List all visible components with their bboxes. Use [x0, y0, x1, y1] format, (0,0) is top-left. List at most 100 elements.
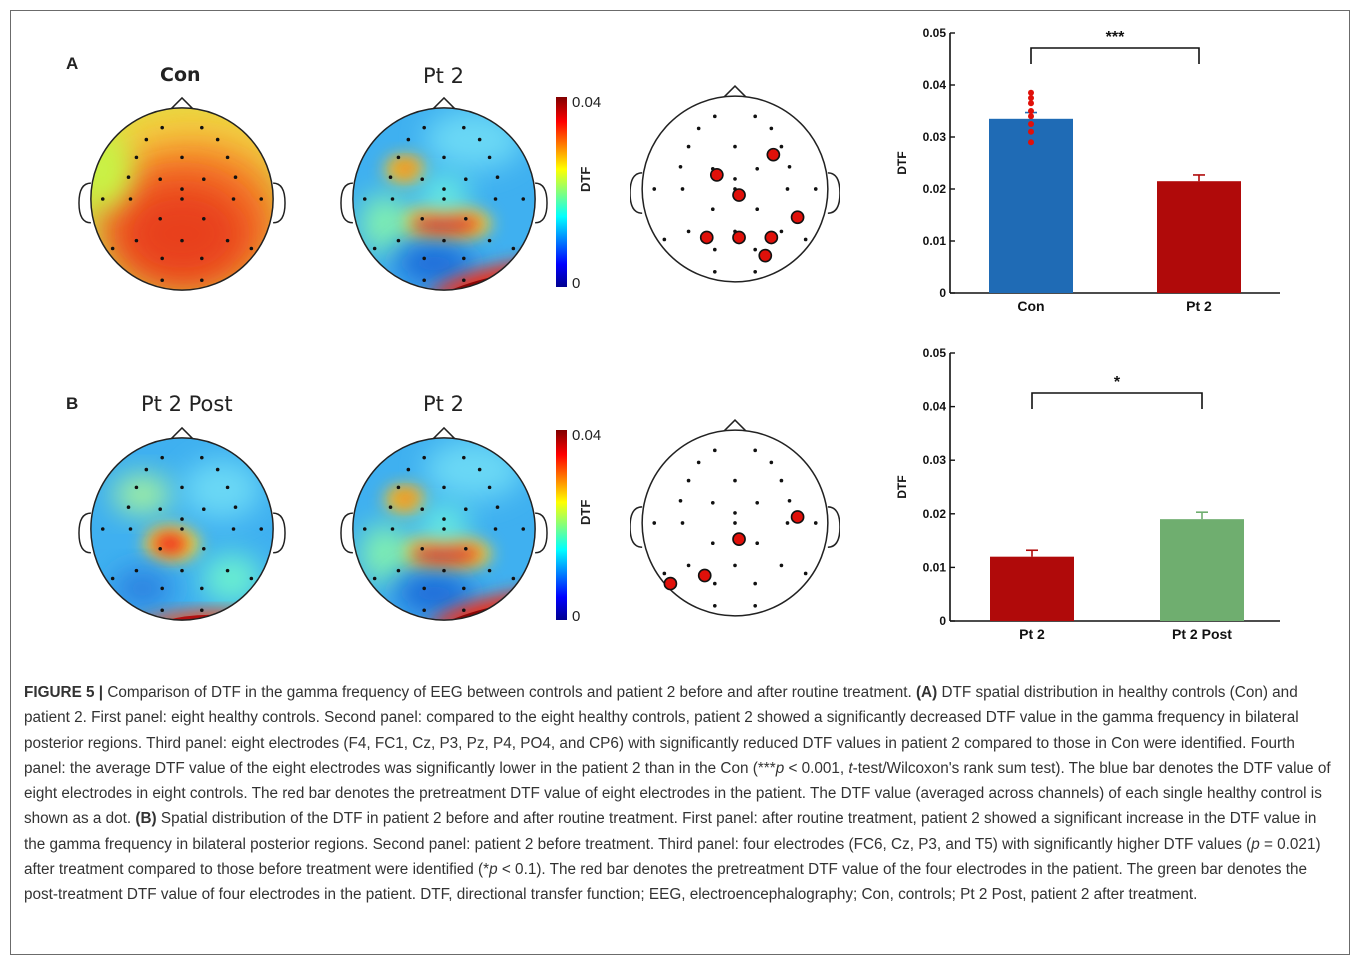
map-title-pt2-post: Pt 2 Post [141, 392, 233, 416]
map-title-pt2-a: Pt 2 [423, 64, 464, 88]
significant-electrode [709, 168, 724, 182]
electrode-dot [422, 278, 426, 283]
topomap-pt2-a [340, 96, 548, 291]
electrode-dot [733, 144, 737, 149]
bar-chart-a: 0 0.01 0.02 0.03 0.04 0.05 DTF Con Pt 2 *** [895, 26, 1280, 314]
electrode-dot [678, 498, 683, 503]
significant-electrode [732, 532, 746, 547]
significance-bracket [1030, 47, 1200, 64]
electrode-dot [710, 541, 715, 546]
electrode-dot [100, 527, 105, 531]
significant-electrode [790, 510, 805, 524]
electrode-dot [521, 197, 526, 201]
electrode-dot [362, 527, 367, 531]
electrode-dot [787, 498, 792, 503]
y-tick-label: 0.05 [923, 346, 947, 360]
colorbar-max-label: 0.04 [572, 94, 602, 111]
electrode-dot [202, 177, 206, 181]
electrode-dot [225, 155, 230, 160]
electrode-dot [144, 137, 149, 142]
electrode-dot [733, 563, 737, 568]
bar [989, 118, 1073, 293]
electrode-dot [200, 455, 204, 460]
control-dot [1028, 89, 1034, 96]
y-tick-label: 0.02 [923, 182, 947, 196]
electrode-dot [753, 603, 758, 608]
control-dot [1028, 121, 1034, 127]
control-dot [1028, 128, 1034, 135]
electrode-dot [158, 177, 162, 181]
electrode-dot [477, 137, 482, 142]
significant-electrode [758, 248, 773, 263]
x-tick-label: Pt 2 [1186, 298, 1212, 314]
electrode-dot [678, 164, 683, 169]
electrode-dot [372, 246, 377, 251]
electrode-dot [420, 507, 424, 511]
electrode-dot [160, 455, 164, 460]
electrode-dot [662, 237, 667, 242]
panel-letter-a: A [66, 54, 79, 73]
electrode-dot [231, 527, 236, 531]
caption-label-a: (A) [915, 684, 938, 701]
electrode-dot [128, 527, 133, 531]
y-axis-label: DTF [895, 151, 909, 174]
electrode-dot [662, 571, 667, 576]
electrode-dot [710, 500, 715, 505]
electrode-dot [712, 448, 717, 453]
y-tick-label: 0.03 [923, 453, 947, 467]
electrode-dot [493, 197, 498, 201]
electrode-dot [200, 586, 204, 591]
caption-italic: p [775, 759, 785, 777]
caption-text: < 0.1). The red bar denotes the pretreat… [24, 861, 1308, 904]
figure-frame [10, 10, 1350, 955]
electrode-dot [712, 603, 717, 608]
electrode-dot [785, 521, 790, 525]
electrode-dot [464, 547, 468, 551]
electrode-dot [422, 455, 426, 460]
colorbar-min-label: 0 [572, 275, 581, 292]
electrode-dot [420, 217, 424, 221]
electrode-dot [422, 608, 426, 613]
y-axis-label: DTF [895, 475, 909, 498]
electrode-dot [144, 467, 149, 472]
electrode-dot [753, 448, 758, 453]
y-tick-label: 0.02 [923, 507, 947, 521]
x-tick-label: Con [1017, 298, 1044, 314]
electrode-dot [233, 175, 238, 179]
electrode-dot [259, 527, 264, 531]
caption-label-b: (B) [135, 810, 157, 828]
electrode-dot [462, 256, 466, 261]
electrode-dot [813, 521, 818, 525]
electrode-dot [180, 517, 184, 521]
electrode-dot [511, 576, 516, 581]
electrode-dot [779, 478, 784, 483]
significant-electrode [697, 568, 712, 583]
electrode-dot [110, 576, 115, 581]
electrode-dot [487, 485, 492, 490]
electrode-dot [696, 126, 701, 131]
electrode-dot [779, 563, 784, 568]
electrode-dot [180, 485, 184, 490]
colorbar-min-label: 0 [572, 608, 581, 625]
electrode-dot [110, 246, 115, 251]
electrode-dot [160, 608, 164, 613]
electrode-dot [422, 256, 426, 261]
electrode-dot [680, 521, 685, 525]
electrode-dot [362, 197, 367, 201]
electrode-dot [233, 505, 238, 509]
electrode-dot [388, 175, 393, 179]
caption-text: = 0.021) after treatment compared to tho… [24, 835, 1321, 879]
electrode-dot [420, 547, 424, 551]
electrode-dot [160, 586, 164, 591]
electrode-dot [180, 238, 184, 243]
electrode-dot [134, 485, 139, 490]
electrode-dot [126, 505, 131, 509]
electrode-dot [180, 568, 184, 573]
electrode-dot [225, 238, 230, 243]
topomap-pt2-b [340, 426, 548, 621]
caption-text: DTF spatial distribution in healthy cont… [24, 684, 1299, 777]
electrode-dot [753, 247, 758, 252]
electrode-dot [753, 114, 758, 119]
electrode-dot [100, 197, 105, 201]
significant-electrode [663, 576, 678, 591]
